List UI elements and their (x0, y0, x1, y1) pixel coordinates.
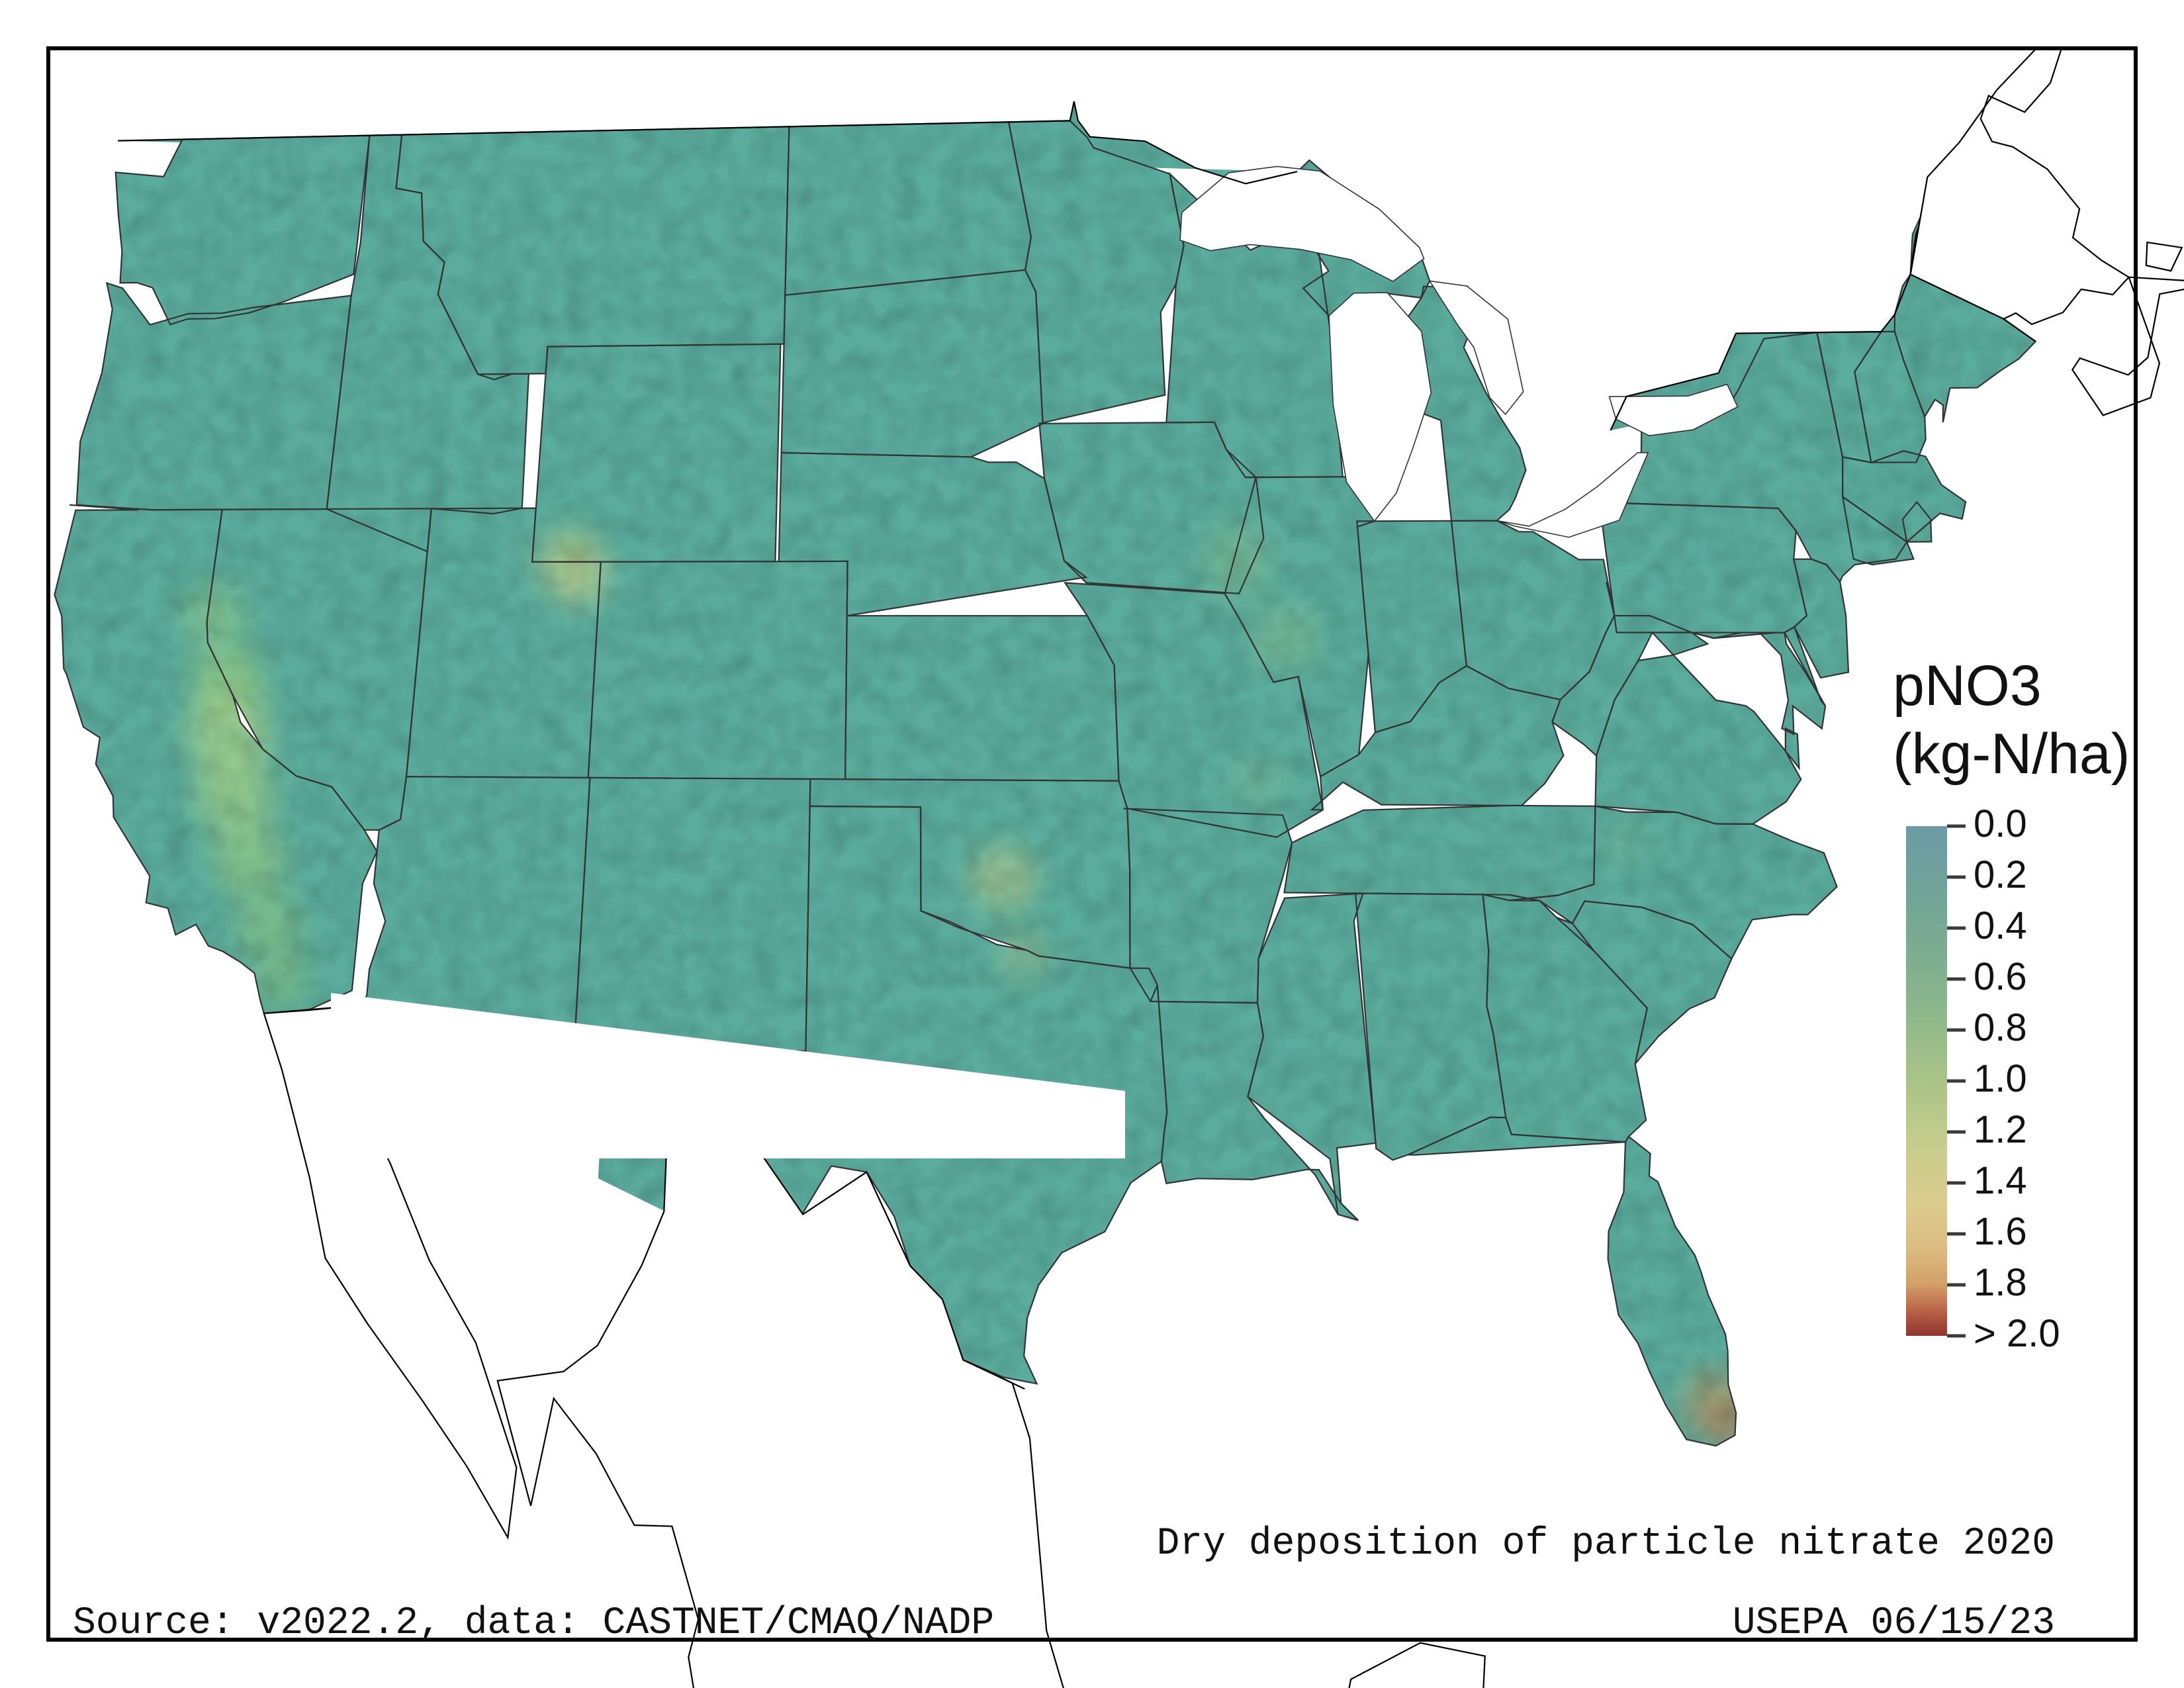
svg-text:1.4: 1.4 (1974, 1159, 2027, 1202)
svg-text:pNO3: pNO3 (1893, 654, 2042, 718)
svg-text:1.6: 1.6 (1974, 1210, 2027, 1253)
svg-text:0.4: 0.4 (1974, 904, 2027, 947)
svg-text:1.2: 1.2 (1974, 1108, 2027, 1151)
svg-text:1.0: 1.0 (1974, 1057, 2027, 1100)
svg-text:0.2: 0.2 (1974, 853, 2027, 896)
svg-text:0.0: 0.0 (1974, 802, 2027, 845)
svg-text:0.8: 0.8 (1974, 1006, 2027, 1049)
svg-text:(kg-N/ha): (kg-N/ha) (1893, 722, 2130, 786)
svg-text:1.8: 1.8 (1974, 1261, 2027, 1304)
svg-text:0.6: 0.6 (1974, 955, 2027, 998)
svg-text:> 2.0: > 2.0 (1974, 1312, 2060, 1355)
